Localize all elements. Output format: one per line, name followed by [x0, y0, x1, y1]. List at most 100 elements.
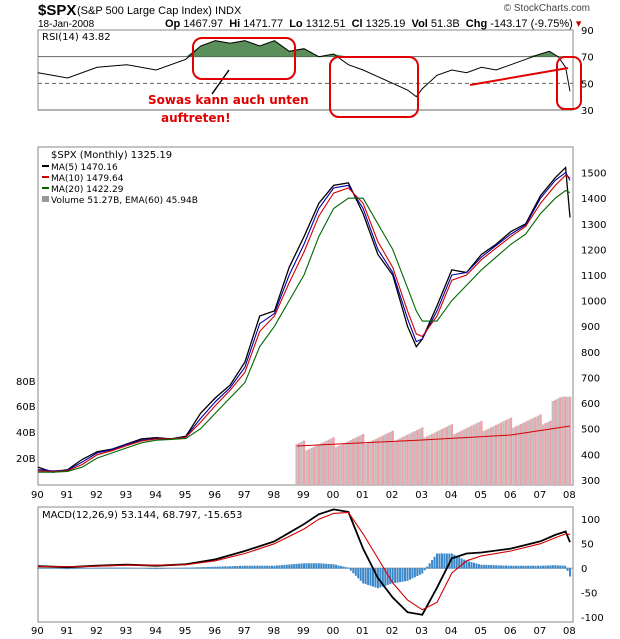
- macd-histogram-bar: [39, 567, 42, 569]
- price-tick-600: 600: [581, 399, 600, 410]
- volume-bar: [554, 399, 557, 485]
- legend-ma20-swatch: [42, 187, 49, 189]
- volume-bar: [354, 437, 357, 485]
- macd-histogram-bar: [522, 565, 525, 569]
- vol-value: 51.3B: [430, 18, 460, 30]
- volume-bar: [558, 397, 562, 485]
- macd-histogram-bar: [342, 566, 345, 569]
- volume-bar: [366, 442, 370, 485]
- price-xtick-90: 90: [31, 490, 44, 501]
- macd-histogram-bar: [216, 566, 219, 569]
- price-xtick-05: 05: [474, 490, 487, 501]
- macd-histogram-bar: [101, 567, 104, 569]
- macd-xtick-04: 04: [445, 626, 458, 637]
- volume-bar: [332, 437, 335, 485]
- volume-bar: [438, 430, 441, 485]
- volume-bar: [529, 419, 532, 485]
- macd-histogram-bar: [150, 568, 153, 569]
- macd-histogram-bar: [261, 565, 264, 569]
- volume-bar: [544, 423, 547, 485]
- volume-bar: [445, 426, 449, 485]
- rsi-tick-70: 70: [581, 53, 594, 64]
- macd-histogram-bar: [450, 553, 453, 569]
- macd-histogram-bar: [76, 568, 79, 569]
- price-tick-1200: 1200: [581, 245, 606, 256]
- macd-histogram-bar: [349, 568, 352, 571]
- macd-histogram-bar: [364, 568, 367, 585]
- macd-histogram-bar: [371, 568, 374, 587]
- macd-histogram-bar: [93, 567, 96, 569]
- volume-bar: [487, 428, 490, 485]
- volume-bar: [435, 431, 439, 485]
- volume-bar: [393, 440, 397, 485]
- volume-bar: [485, 429, 488, 485]
- macd-xtick-06: 06: [504, 626, 517, 637]
- macd-histogram-bar: [537, 565, 540, 569]
- macd-histogram-bar: [206, 566, 209, 569]
- volume-bar: [357, 436, 360, 485]
- macd-histogram-bar: [91, 567, 94, 569]
- macd-xtick-00: 00: [327, 626, 340, 637]
- volume-bar: [425, 436, 429, 485]
- macd-histogram-bar: [238, 565, 241, 569]
- volume-bar: [347, 441, 350, 485]
- price-layer: 20B 40B 60B 80B 300 400 500 600 700 800 900 1000 110…: [16, 166, 606, 501]
- macd-histogram-bar: [307, 563, 310, 569]
- macd-histogram-bar: [81, 568, 84, 569]
- macd-histogram-bar: [512, 565, 515, 569]
- macd-histogram-bar: [566, 568, 569, 571]
- macd-histogram-bar: [544, 565, 547, 569]
- annotation-circle-bottom: [329, 56, 419, 118]
- macd-histogram-bar: [71, 568, 74, 569]
- macd-histogram-bar: [505, 565, 508, 569]
- macd-histogram-bar: [113, 567, 116, 569]
- macd-histogram-bar: [465, 560, 468, 569]
- volume-bar: [398, 438, 402, 485]
- volume-bar: [460, 430, 463, 485]
- macd-histogram-bar: [88, 567, 91, 569]
- macd-histogram-bar: [549, 565, 552, 569]
- volume-bar: [361, 433, 365, 485]
- price-xtick-99: 99: [297, 490, 310, 501]
- volume-tick-60B: 60B: [16, 402, 36, 413]
- macd-histogram-bar: [66, 568, 69, 570]
- macd-histogram-bar: [490, 565, 493, 569]
- volume-bar: [416, 429, 419, 485]
- macd-histogram-bar: [468, 561, 471, 569]
- volume-bar: [337, 445, 340, 485]
- price-xtick-97: 97: [238, 490, 251, 501]
- macd-histogram-bar: [431, 560, 434, 569]
- macd-histogram-bar: [357, 568, 360, 579]
- macd-histogram-bar: [369, 568, 372, 586]
- volume-bar: [507, 418, 510, 485]
- macd-histogram-bar: [438, 553, 441, 569]
- macd-histogram-bar: [418, 568, 421, 575]
- price-tick-1000: 1000: [581, 297, 606, 308]
- legend-ma10: MA(10) 1479.64: [51, 174, 124, 184]
- macd-histogram-bar: [37, 567, 39, 569]
- volume-bar: [531, 418, 535, 485]
- macd-histogram-bar: [502, 565, 505, 569]
- chart-symbol: $SPX: [38, 2, 77, 19]
- macd-histogram-bar: [211, 566, 214, 569]
- volume-bar: [386, 433, 389, 485]
- down-arrow-icon: ▾: [575, 18, 582, 30]
- volume-bar: [470, 425, 473, 485]
- macd-histogram-bar: [517, 565, 520, 569]
- volume-bar: [499, 422, 503, 485]
- macd-label: MACD(12,26,9) 53.144, 68.797, -15.653: [42, 510, 242, 521]
- macd-histogram-bar: [374, 568, 377, 588]
- volume-bar: [413, 431, 417, 485]
- macd-tick--50: -50: [581, 589, 597, 600]
- vol-label: Vol: [411, 18, 428, 30]
- volume-tick-20B: 20B: [16, 454, 36, 465]
- volume-bar: [539, 414, 542, 485]
- macd-histogram-bar: [327, 563, 330, 569]
- volume-bar: [522, 422, 525, 485]
- macd-histogram-bar: [303, 563, 306, 569]
- macd-histogram-bar: [379, 568, 382, 588]
- macd-histogram-bar: [182, 567, 185, 569]
- macd-histogram-bar: [359, 568, 362, 581]
- macd-histogram-bar: [300, 563, 303, 569]
- macd-histogram-bar: [352, 568, 355, 574]
